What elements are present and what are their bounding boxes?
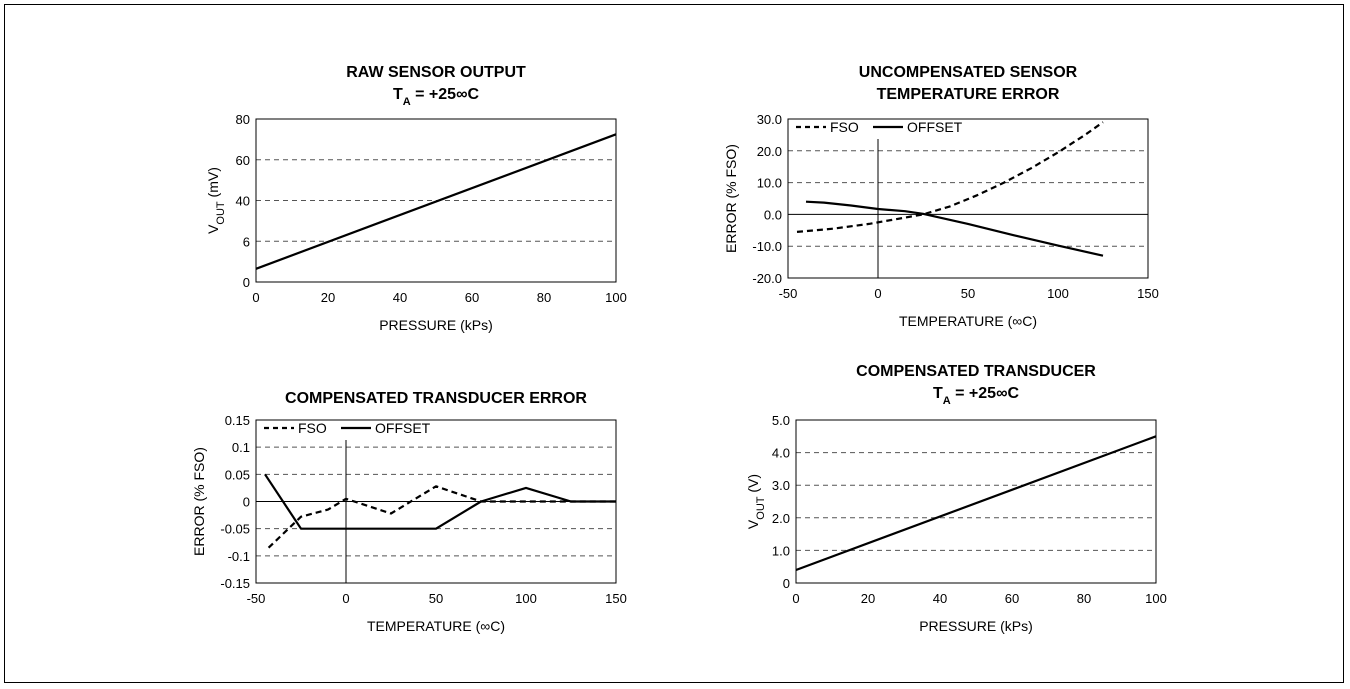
- y-tick-label: -0.15: [220, 576, 250, 591]
- chart-raw-sensor: RAW SENSOR OUTPUT TA = +25∞C 0 6 40 60 80 0 20 40…: [205, 64, 627, 333]
- legend-label-offset: OFFSET: [375, 420, 431, 436]
- chart-title: RAW SENSOR OUTPUT: [346, 64, 526, 81]
- y-tick-label: 80: [236, 112, 250, 127]
- x-tick-label: 0: [792, 591, 799, 606]
- chart-title: COMPENSATED TRANSDUCER ERROR: [285, 390, 587, 407]
- series-line-fso: [796, 121, 1104, 233]
- x-tick-label: 60: [465, 290, 479, 305]
- figure-frame: [4, 4, 1344, 683]
- x-axis-label: PRESSURE (kPs): [379, 317, 493, 333]
- x-tick-label: 0: [874, 286, 881, 301]
- series-line-fso: [267, 485, 616, 549]
- x-axis-label: TEMPERATURE (∞C): [899, 313, 1037, 329]
- y-axis-label: ERROR (% FSO): [191, 447, 207, 556]
- legend-label-offset: OFFSET: [907, 119, 963, 135]
- chart-subtitle: TEMPERATURE ERROR: [877, 86, 1060, 103]
- y-tick-label: 5.0: [772, 413, 790, 428]
- y-axis-label: VOUT (mV): [205, 167, 227, 234]
- x-tick-label: 100: [1145, 591, 1167, 606]
- x-tick-label: 0: [252, 290, 259, 305]
- y-tick-label: 0.05: [225, 467, 250, 482]
- plot-frame: [795, 419, 1157, 584]
- x-tick-label: -50: [247, 591, 266, 606]
- y-tick-label: 0: [243, 495, 250, 510]
- chart-subtitle: TA = +25∞C: [933, 385, 1020, 407]
- legend-label-fso: FSO: [298, 420, 327, 436]
- y-tick-label: -0.05: [220, 522, 250, 537]
- chart-title: COMPENSATED TRANSDUCER: [856, 363, 1096, 380]
- chart-subtitle: TA = +25∞C: [393, 86, 480, 108]
- series-line-offset: [264, 473, 616, 530]
- x-tick-label: 100: [1047, 286, 1069, 301]
- y-tick-label: 0: [783, 576, 790, 591]
- x-tick-label: 150: [1137, 286, 1159, 301]
- x-tick-label: 50: [429, 591, 443, 606]
- y-tick-label: 4.0: [772, 446, 790, 461]
- legend-label-fso: FSO: [830, 119, 859, 135]
- x-tick-label: 80: [1077, 591, 1091, 606]
- x-tick-label: 20: [321, 290, 335, 305]
- x-tick-label: 100: [515, 591, 537, 606]
- y-tick-label: 2.0: [772, 511, 790, 526]
- x-tick-label: 80: [537, 290, 551, 305]
- y-tick-label: 3.0: [772, 478, 790, 493]
- y-tick-label: 6: [243, 234, 250, 249]
- y-tick-label: 1.0: [772, 543, 790, 558]
- plot-frame: [255, 118, 617, 283]
- y-tick-label: 0: [243, 275, 250, 290]
- y-tick-label: 40: [236, 194, 250, 209]
- x-tick-label: 100: [605, 290, 627, 305]
- y-tick-label: 10.0: [757, 176, 782, 191]
- x-tick-label: 40: [933, 591, 947, 606]
- x-tick-label: 50: [961, 286, 975, 301]
- chart-comp-transducer: COMPENSATED TRANSDUCER TA = +25∞C 0 1.0 2.0 3…: [745, 363, 1167, 634]
- y-tick-label: 0.15: [225, 413, 250, 428]
- chart-comp-error: COMPENSATED TRANSDUCER ERROR -0.15 -0.1 -0.…: [191, 390, 627, 634]
- series-line-offset: [805, 200, 1104, 257]
- y-tick-label: 20.0: [757, 144, 782, 159]
- y-tick-label: 60: [236, 153, 250, 168]
- x-axis-label: PRESSURE (kPs): [919, 618, 1033, 634]
- chart-uncomp-error: UNCOMPENSATED SENSOR TEMPERATURE ERROR -20…: [723, 64, 1159, 329]
- y-tick-label: -20.0: [752, 271, 782, 286]
- y-axis-label: ERROR (% FSO): [723, 144, 739, 253]
- y-tick-label: -10.0: [752, 239, 782, 254]
- x-tick-label: -50: [779, 286, 798, 301]
- x-axis-label: TEMPERATURE (∞C): [367, 618, 505, 634]
- y-tick-label: 30.0: [757, 112, 782, 127]
- x-tick-label: 20: [861, 591, 875, 606]
- x-tick-label: 60: [1005, 591, 1019, 606]
- y-tick-label: 0.0: [764, 207, 782, 222]
- x-tick-label: 0: [342, 591, 349, 606]
- series-line-output: [255, 133, 617, 270]
- series-line-output: [795, 435, 1157, 572]
- y-tick-label: 0.1: [232, 440, 250, 455]
- x-tick-label: 150: [605, 591, 627, 606]
- y-tick-label: -0.1: [228, 549, 250, 564]
- x-tick-label: 40: [393, 290, 407, 305]
- y-axis-label: VOUT (V): [745, 474, 767, 529]
- chart-title: UNCOMPENSATED SENSOR: [859, 64, 1078, 81]
- plot-frame: [787, 118, 1149, 279]
